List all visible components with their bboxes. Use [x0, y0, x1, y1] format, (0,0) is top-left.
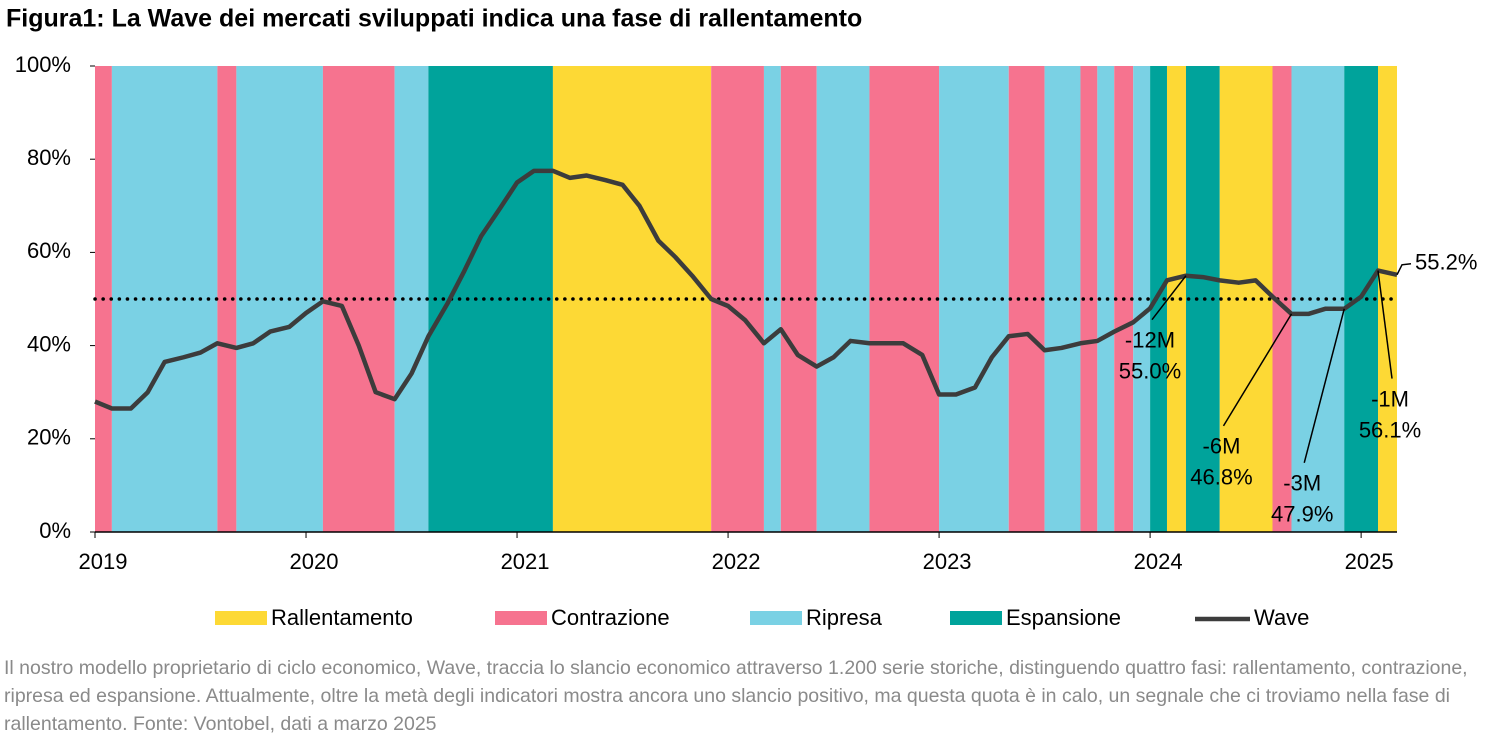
- wave-line: [94, 168, 1398, 411]
- legend-label: Wave: [1254, 605, 1309, 630]
- legend-swatch: [750, 611, 802, 625]
- annotation-leader: [1377, 270, 1393, 379]
- phase-band: [939, 66, 1009, 532]
- legend-label: Espansione: [1006, 605, 1121, 630]
- chart-title: Figura1: La Wave dei mercati sviluppati …: [6, 5, 862, 33]
- annotation-value: 55.0%: [1119, 359, 1181, 384]
- caption: Il nostro modello proprietario di ciclo …: [4, 657, 1468, 735]
- phase-band: [322, 66, 395, 532]
- phase-band: [1166, 66, 1186, 532]
- y-tick-label: 80%: [27, 145, 71, 170]
- legend-label: Ripresa: [806, 605, 883, 630]
- x-tick-label: 2024: [1134, 549, 1183, 574]
- y-tick-label: 100%: [15, 52, 71, 77]
- annotation-leader: [1222, 313, 1293, 427]
- annotation-label: -3M: [1283, 471, 1321, 496]
- annotation-value: 47.9%: [1271, 502, 1333, 527]
- legend-swatch: [950, 611, 1002, 625]
- legend-swatch: [495, 611, 547, 625]
- annotation-leader: [1303, 308, 1345, 463]
- legend-swatch: [215, 611, 267, 625]
- legend-label: Rallentamento: [271, 605, 413, 630]
- legend-label: Contrazione: [551, 605, 670, 630]
- x-tick-label: 2019: [79, 549, 128, 574]
- annotation-leader: [1151, 275, 1187, 321]
- annotation-value: 46.8%: [1190, 465, 1252, 490]
- phase-band: [1185, 66, 1220, 532]
- y-tick-label: 40%: [27, 331, 71, 356]
- phase-band: [1150, 66, 1167, 532]
- y-tick-label: 20%: [27, 425, 71, 450]
- x-tick-label: 2020: [290, 549, 339, 574]
- phase-band: [1378, 66, 1397, 532]
- annotation-label: -12M: [1125, 328, 1175, 353]
- x-tick-label: 2023: [923, 549, 972, 574]
- y-tick-label: 0%: [39, 518, 71, 543]
- y-tick-label: 60%: [27, 238, 71, 263]
- annotation-value: 56.1%: [1359, 417, 1421, 442]
- phase-band: [217, 66, 237, 532]
- annotation-label: -1M: [1371, 386, 1409, 411]
- x-tick-label: 2022: [712, 549, 761, 574]
- chart: Figura1: La Wave dei mercati sviluppati …: [6, 5, 1477, 630]
- phase-band: [1272, 66, 1292, 532]
- x-tick-label: 2025: [1345, 549, 1394, 574]
- annotation-leader: [1396, 263, 1412, 276]
- x-tick-label: 2021: [501, 549, 550, 574]
- annotation-label: -6M: [1203, 434, 1241, 459]
- phase-band: [763, 66, 781, 532]
- annotation-value: 55.2%: [1415, 250, 1477, 275]
- phase-band: [1080, 66, 1098, 532]
